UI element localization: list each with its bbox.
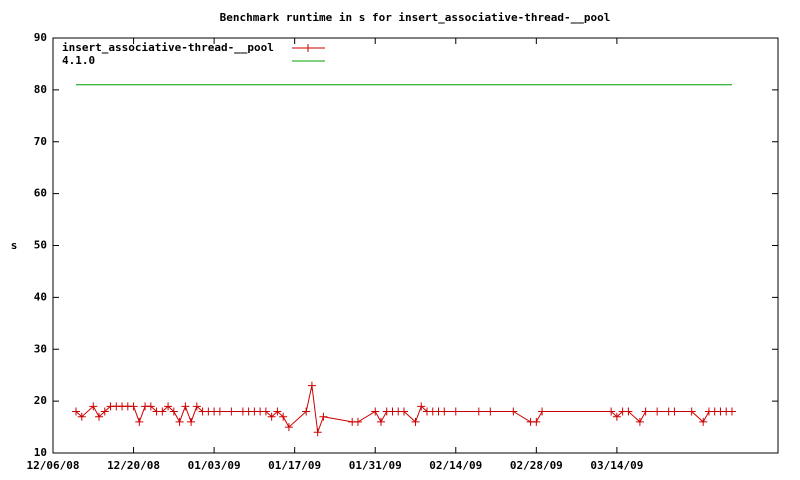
y-tick-label: 70	[34, 135, 47, 148]
point-marker	[371, 407, 380, 416]
x-tick-label: 01/03/09	[188, 459, 241, 472]
point-marker	[227, 407, 236, 416]
point-marker	[653, 407, 662, 416]
x-tick-label: 03/14/09	[590, 459, 643, 472]
point-marker	[135, 417, 144, 426]
point-marker	[89, 402, 98, 411]
x-tick-label: 01/17/09	[268, 459, 321, 472]
y-tick-label: 20	[34, 394, 47, 407]
y-tick-label: 80	[34, 83, 47, 96]
point-marker	[635, 417, 644, 426]
point-marker	[474, 407, 483, 416]
point-marker	[353, 417, 362, 426]
point-marker	[100, 407, 109, 416]
legend-marker	[304, 44, 312, 52]
chart-title: Benchmark runtime in s for insert_associ…	[220, 11, 611, 24]
point-marker	[699, 417, 708, 426]
legend-label: insert_associative-thread-__pool	[62, 41, 274, 54]
point-marker	[164, 402, 173, 411]
x-tick-label: 12/20/08	[107, 459, 160, 472]
point-marker	[302, 407, 311, 416]
point-marker	[169, 407, 178, 416]
point-marker	[129, 402, 138, 411]
legend-label: 4.1.0	[62, 54, 95, 67]
x-tick-label: 01/31/09	[349, 459, 402, 472]
point-marker	[440, 407, 449, 416]
point-marker	[376, 417, 385, 426]
point-marker	[175, 417, 184, 426]
point-marker	[215, 407, 224, 416]
y-tick-label: 50	[34, 239, 47, 252]
point-marker	[158, 407, 167, 416]
point-marker	[687, 407, 696, 416]
y-axis-label: s	[11, 239, 18, 252]
point-marker	[641, 407, 650, 416]
point-marker	[319, 412, 328, 421]
y-tick-label: 90	[34, 31, 47, 44]
point-marker	[607, 407, 616, 416]
point-marker	[273, 407, 282, 416]
point-marker	[267, 412, 276, 421]
y-tick-label: 60	[34, 187, 47, 200]
point-marker	[307, 381, 316, 390]
y-tick-label: 30	[34, 342, 47, 355]
point-marker	[313, 428, 322, 437]
point-marker	[509, 407, 518, 416]
plot-frame	[52, 37, 779, 454]
point-marker	[624, 407, 633, 416]
x-tick-label: 12/06/08	[27, 459, 80, 472]
y-tick-label: 10	[34, 446, 47, 459]
y-tick-label: 40	[34, 290, 47, 303]
point-marker	[532, 417, 541, 426]
point-marker	[181, 402, 190, 411]
point-marker	[417, 402, 426, 411]
point-marker	[727, 407, 736, 416]
x-tick-label: 02/14/09	[429, 459, 482, 472]
point-marker	[95, 412, 104, 421]
x-tick-label: 02/28/09	[510, 459, 563, 472]
point-marker	[284, 423, 293, 432]
point-marker	[399, 407, 408, 416]
point-marker	[670, 407, 679, 416]
point-marker	[192, 402, 201, 411]
point-marker	[261, 407, 270, 416]
point-marker	[187, 417, 196, 426]
point-marker	[72, 407, 81, 416]
point-marker	[411, 417, 420, 426]
point-marker	[612, 412, 621, 421]
point-marker	[486, 407, 495, 416]
point-marker	[279, 412, 288, 421]
point-marker	[77, 412, 86, 421]
point-marker	[451, 407, 460, 416]
point-marker	[538, 407, 547, 416]
point-marker	[146, 402, 155, 411]
